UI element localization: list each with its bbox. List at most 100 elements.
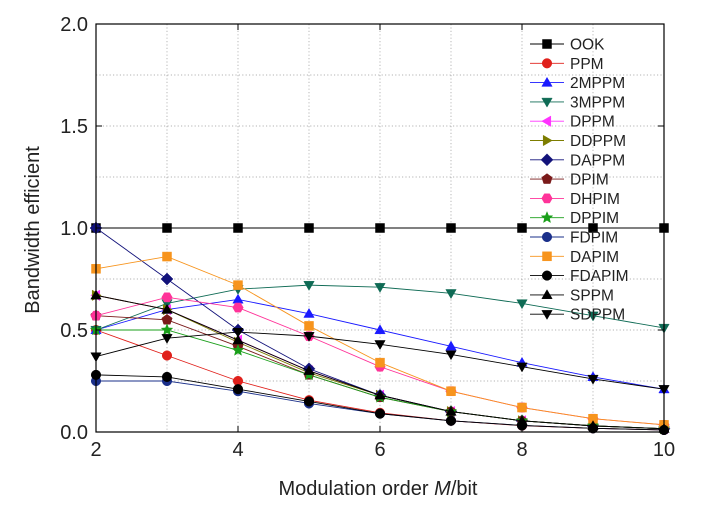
legend-label: PPM	[570, 56, 604, 73]
legend-marker	[542, 39, 552, 49]
legend-label: 2MPPM	[570, 75, 625, 92]
data-point	[161, 313, 173, 325]
data-point	[374, 389, 386, 400]
y-tick-label: 1.0	[60, 218, 88, 240]
data-point	[303, 396, 315, 407]
data-point	[587, 374, 599, 385]
data-point	[446, 223, 456, 233]
data-point	[232, 384, 244, 395]
data-point	[233, 280, 243, 290]
legend-marker	[542, 251, 552, 262]
legend-label: FDAPIM	[570, 268, 629, 285]
data-point	[232, 334, 244, 345]
data-point	[587, 420, 599, 430]
legend-marker	[541, 270, 553, 281]
data-point	[161, 292, 173, 303]
legend-item: PPM	[530, 56, 604, 73]
legend-item: FDAPIM	[530, 268, 629, 285]
data-point	[304, 223, 314, 233]
legend-label: DHPIM	[570, 191, 620, 208]
legend-item: FDPIM	[530, 230, 618, 247]
legend-label: DAPPM	[570, 152, 625, 169]
legend-item: SPPM	[530, 287, 614, 304]
data-point	[588, 223, 598, 233]
legend-marker	[540, 153, 554, 167]
data-point	[516, 299, 528, 310]
y-axis-title: Bandwidth efficient	[22, 146, 44, 314]
legend-item: DAPPM	[530, 152, 625, 169]
data-point	[231, 343, 245, 356]
data-point	[445, 289, 457, 299]
legend-label: OOK	[570, 37, 605, 54]
data-point	[161, 350, 173, 361]
data-point	[232, 293, 244, 304]
data-point	[516, 415, 528, 425]
legend-item: 2MPPM	[530, 75, 625, 92]
legend-label: DPPM	[570, 114, 615, 131]
x-axis-title-part: Modulation order	[278, 478, 434, 500]
data-point	[304, 321, 314, 331]
data-point	[303, 307, 315, 318]
data-point	[446, 386, 456, 396]
data-point	[232, 327, 244, 338]
legend-marker	[541, 97, 553, 108]
series-layer	[89, 221, 671, 436]
legend-item: DAPIM	[530, 249, 619, 266]
legend: OOK PPM 2MPPM 3MPPM DPPM DDPPM DAPPM DPIM DHPIM D…	[530, 37, 629, 324]
axis-ticks: 2 4 6 8 10 0.0 0.5 1.0 1.5 2.0	[60, 14, 675, 461]
data-point	[517, 223, 527, 233]
legend-label: FDPIM	[570, 230, 618, 247]
data-point	[374, 340, 386, 350]
data-point	[303, 365, 315, 375]
legend-item: DHPIM	[530, 191, 620, 208]
data-point	[160, 272, 174, 286]
data-point	[162, 251, 172, 262]
x-tick-label: 2	[90, 439, 101, 461]
x-tick-label: 6	[374, 439, 385, 461]
legend-marker	[541, 289, 553, 299]
series-sppm	[90, 289, 670, 433]
y-tick-label: 1.5	[60, 116, 88, 138]
data-point	[303, 332, 315, 342]
legend-marker	[541, 76, 553, 87]
legend-item: DPIM	[530, 172, 609, 189]
data-point	[375, 357, 385, 368]
data-point	[516, 362, 528, 373]
legend-label: SDPPM	[570, 307, 625, 324]
x-axis-title-unit: /bit	[451, 478, 478, 500]
data-point	[232, 302, 244, 313]
legend-label: 3MPPM	[570, 94, 625, 111]
data-point	[445, 415, 457, 426]
x-axis-title-variable: M	[434, 478, 451, 500]
data-point	[445, 405, 457, 416]
legend-label: DPIM	[570, 172, 609, 189]
y-tick-label: 0.5	[60, 320, 88, 342]
legend-item: 3MPPM	[530, 94, 625, 111]
data-point	[233, 223, 243, 233]
data-point	[374, 283, 386, 293]
x-tick-label: 8	[516, 439, 527, 461]
legend-marker	[541, 193, 553, 204]
legend-marker	[541, 58, 553, 69]
data-point	[160, 323, 174, 336]
data-point	[374, 408, 386, 419]
data-point	[374, 324, 386, 335]
legend-label: SPPM	[570, 287, 614, 304]
legend-marker	[541, 310, 553, 320]
x-tick-label: 10	[653, 439, 675, 461]
data-point	[161, 334, 173, 344]
data-point	[517, 402, 527, 413]
legend-marker	[541, 173, 553, 184]
data-point	[445, 350, 457, 361]
y-tick-label: 2.0	[60, 14, 88, 36]
y-tick-label: 0.0	[60, 422, 88, 444]
x-axis-title: Modulation order M/bit	[278, 478, 477, 500]
legend-marker	[541, 231, 553, 243]
x-tick-label: 4	[232, 439, 243, 461]
legend-label: DDPPM	[570, 133, 626, 150]
legend-marker	[542, 134, 553, 147]
data-point	[445, 340, 457, 351]
legend-marker	[540, 211, 554, 224]
legend-label: DAPIM	[570, 249, 619, 266]
